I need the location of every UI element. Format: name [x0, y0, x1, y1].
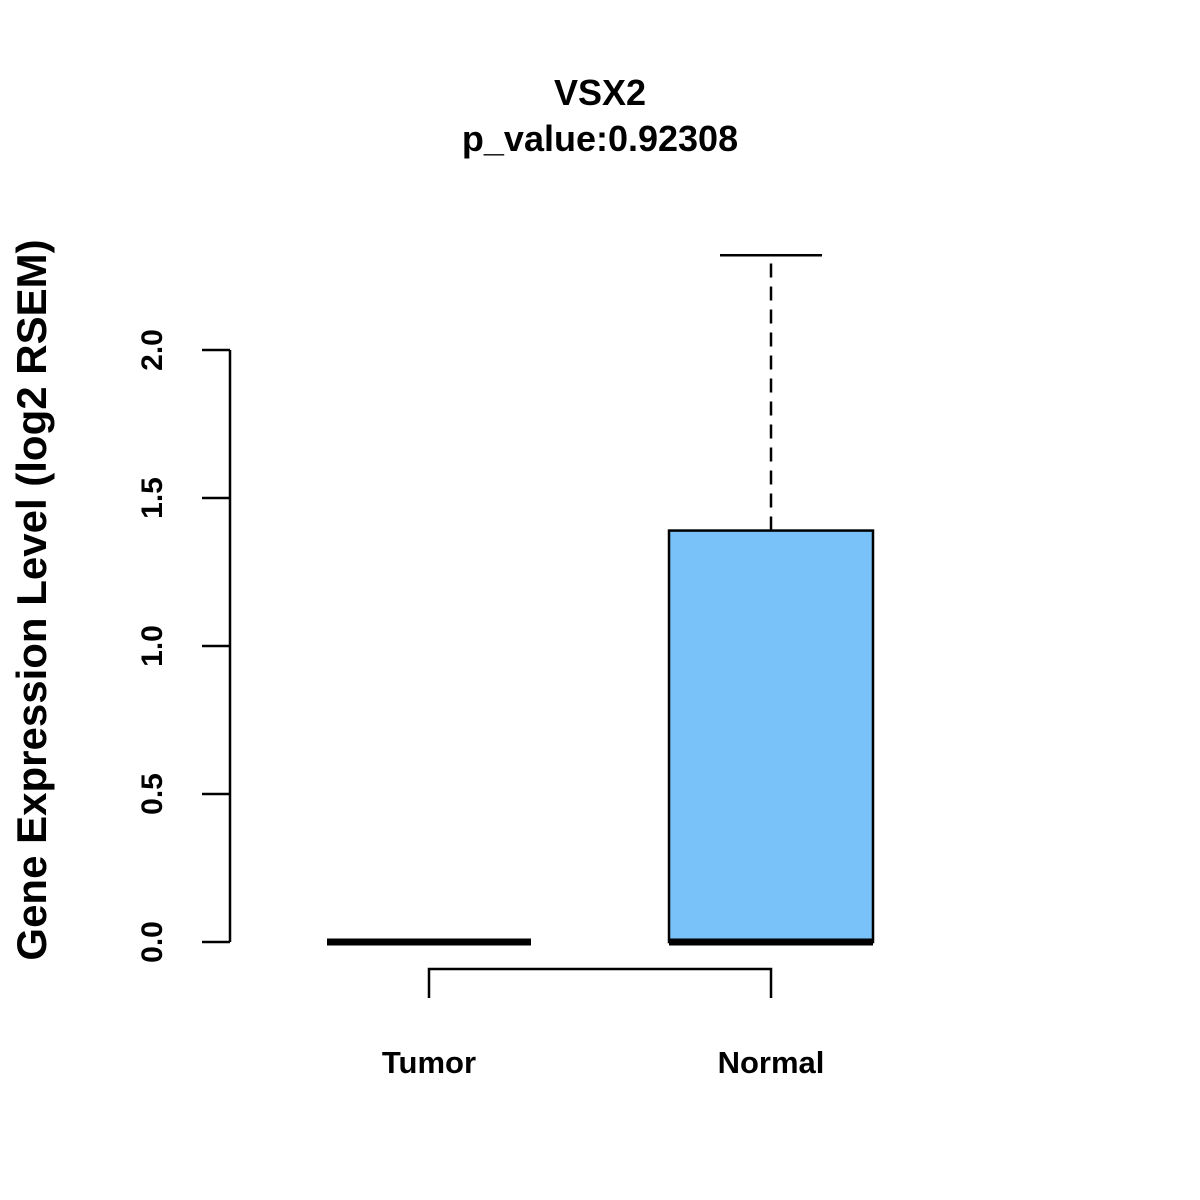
y-tick-label: 0.0 [136, 921, 169, 963]
boxplot-boxes [327, 254, 875, 946]
y-tick-label: 1.0 [136, 625, 169, 667]
y-axis-label: Gene Expression Level (log2 RSEM) [8, 239, 55, 960]
x-axis-labels: Tumor Normal [382, 1045, 824, 1080]
x-label-tumor: Tumor [382, 1045, 476, 1080]
box-normal [667, 254, 875, 946]
chart-title: VSX2 [553, 72, 647, 113]
box-body [667, 529, 875, 944]
bracket-line [427, 967, 773, 998]
y-tick-label: 0.5 [136, 773, 169, 815]
chart-subtitle: p_value:0.92308 [461, 118, 739, 159]
comparison-bracket [427, 967, 773, 998]
y-tick-label: 1.5 [136, 477, 169, 519]
y-tick-label: 2.0 [136, 329, 169, 371]
x-label-normal: Normal [718, 1045, 825, 1080]
y-axis: 0.0 0.5 1.0 1.5 2.0 [136, 329, 232, 963]
